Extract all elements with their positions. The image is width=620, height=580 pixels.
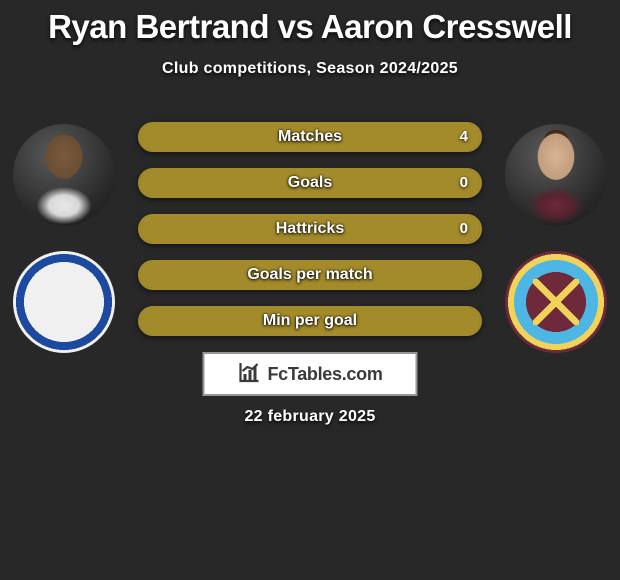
stat-bar: Matches4 (138, 122, 482, 152)
stat-bar-value: 0 (460, 216, 468, 242)
comparison-row: Matches4Goals0Hattricks0Goals per matchM… (0, 120, 620, 353)
chart-icon (237, 360, 261, 389)
stat-bar-label: Matches (140, 124, 480, 150)
club-left-crest (13, 251, 115, 353)
stat-bar: Hattricks0 (138, 214, 482, 244)
stat-bar-value: 0 (460, 170, 468, 196)
stat-bar-label: Hattricks (140, 216, 480, 242)
snapshot-date: 22 february 2025 (0, 408, 620, 426)
player-left-column (0, 120, 120, 353)
brand-label: FcTables.com (267, 364, 382, 385)
stat-bar: Goals per match (138, 260, 482, 290)
player-right-column (500, 120, 620, 353)
club-right-crest (505, 251, 607, 353)
stat-bar-value: 4 (460, 124, 468, 150)
stat-bar-label: Goals (140, 170, 480, 196)
subtitle: Club competitions, Season 2024/2025 (0, 60, 620, 78)
brand-badge: FcTables.com (203, 352, 418, 396)
page-title: Ryan Bertrand vs Aaron Cresswell (0, 0, 620, 46)
stat-bar: Goals0 (138, 168, 482, 198)
stat-bar-label: Goals per match (140, 262, 480, 288)
stat-bar-label: Min per goal (140, 308, 480, 334)
stat-bar: Min per goal (138, 306, 482, 336)
player-left-avatar (13, 124, 115, 226)
player-right-avatar (505, 124, 607, 226)
stat-bars: Matches4Goals0Hattricks0Goals per matchM… (120, 120, 500, 336)
